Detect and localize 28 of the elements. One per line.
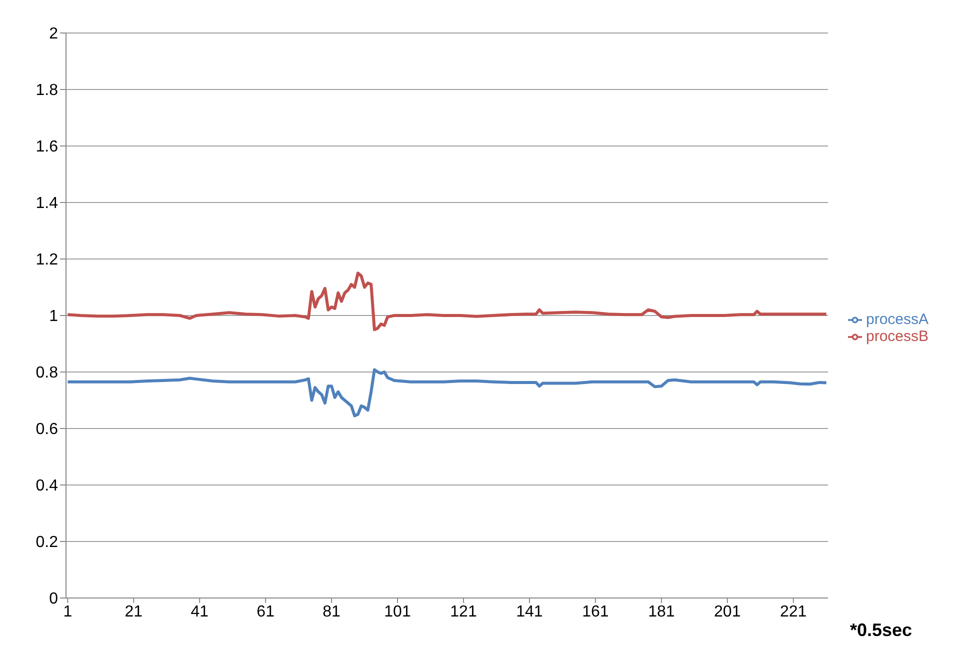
y-tick-label: 1.4 [36,195,58,212]
legend-label: processA [866,311,929,328]
y-tick-label: 2 [49,26,58,43]
x-tick-label: 1 [63,603,72,620]
x-tick-label: 21 [124,603,143,620]
y-tick-label: 1.2 [36,252,58,269]
x-axis-title: *0.5sec [850,620,912,641]
x-tick-label: 101 [384,603,411,620]
x-tick-label: 121 [450,603,477,620]
x-tick-label: 181 [648,603,675,620]
legend-label: processB [866,328,929,345]
y-tick-label: 0.2 [36,534,58,552]
y-tick-label: 0.8 [36,364,58,382]
line-series [66,368,828,418]
x-tick-label: 221 [780,603,807,620]
x-tick-label: 201 [714,603,741,620]
y-tick-label: 0.6 [36,421,58,438]
y-tick-label: 0.4 [36,478,58,495]
y-tick-label: 1 [49,308,58,326]
x-tick-label: 61 [256,603,275,620]
x-tick-label: 81 [322,603,341,620]
line-series [66,272,828,332]
x-tick-label: 41 [190,603,209,620]
y-tick-label: 1.8 [36,82,58,100]
x-tick-label: 141 [516,603,543,620]
x-tick-label: 161 [582,603,609,620]
y-tick-label: 1.6 [36,138,58,156]
y-tick-label: 0 [49,590,58,608]
